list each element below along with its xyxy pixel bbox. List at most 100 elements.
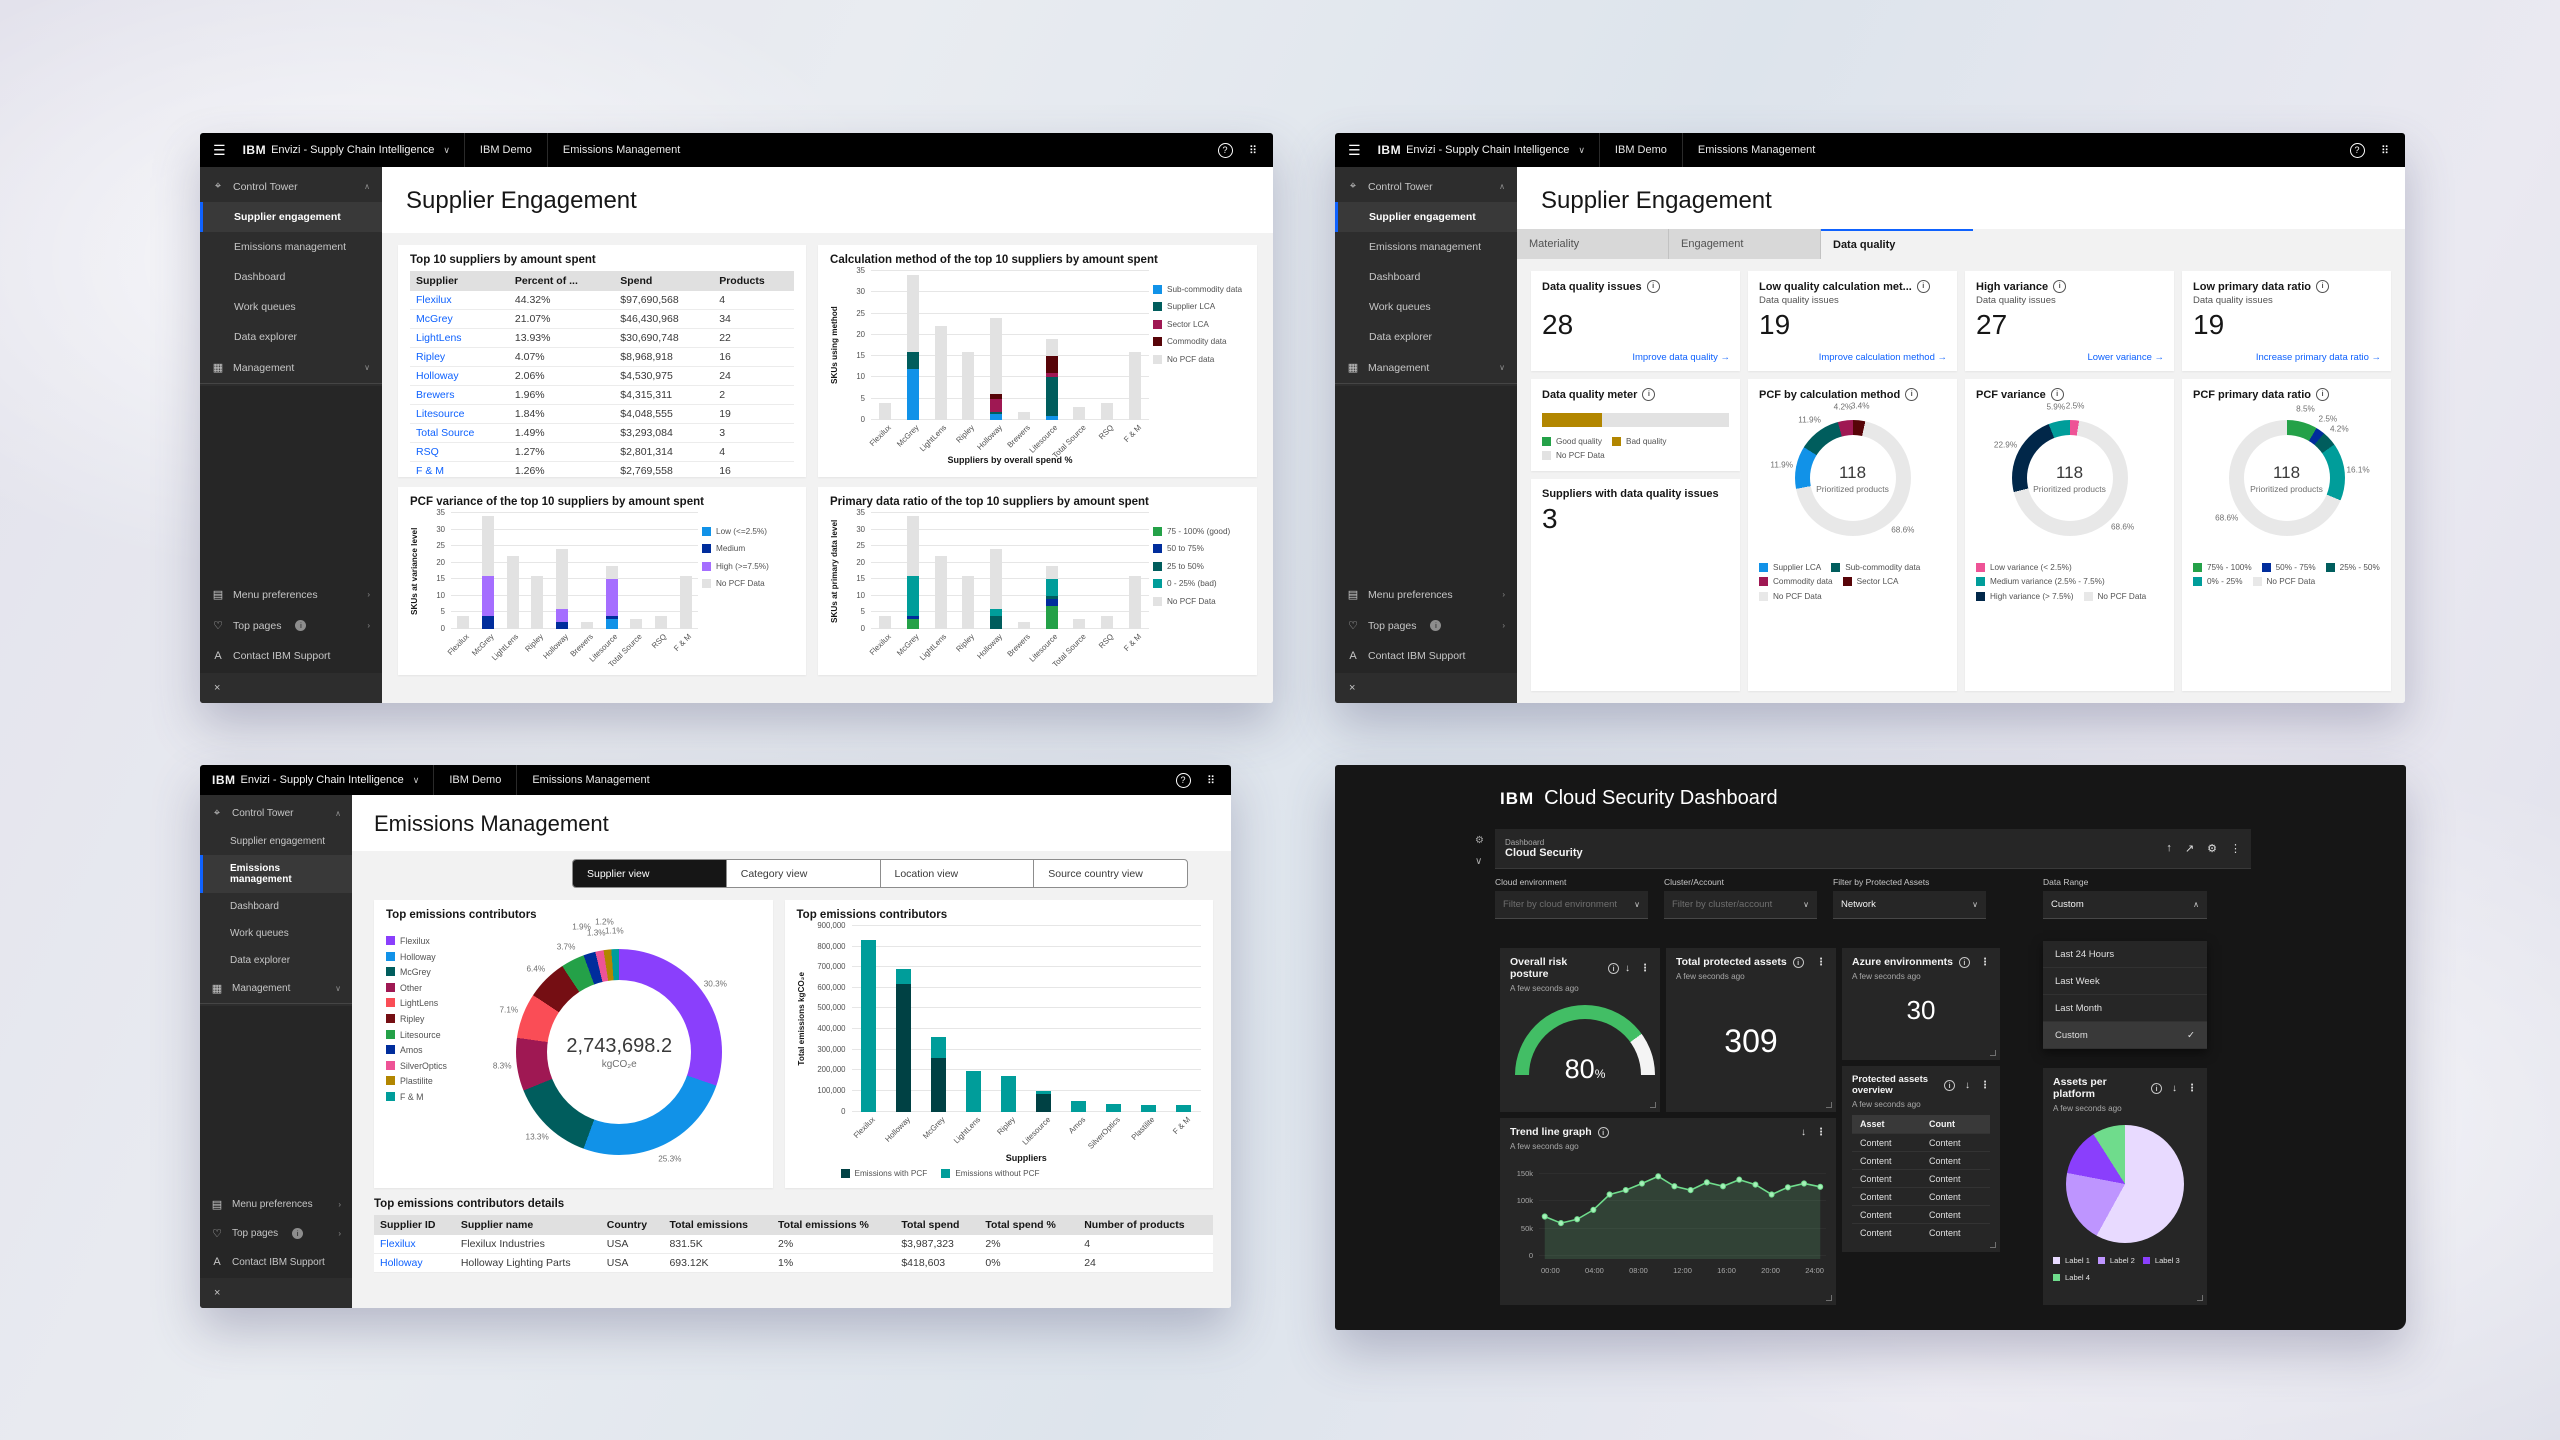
sidebar-item-work-queues[interactable]: Work queues <box>1369 301 1431 313</box>
cluster-account-select[interactable]: Filter by cluster/account ∨ <box>1664 891 1817 919</box>
sidebar-item-menu-preferences[interactable]: ▤ Menu preferences › <box>212 588 370 602</box>
help-icon[interactable]: ? <box>2345 138 2369 162</box>
info-icon[interactable]: i <box>1905 388 1919 401</box>
sidebar-item-emissions-management[interactable]: Emissions management <box>200 855 352 893</box>
cell-link[interactable]: McGrey <box>410 309 509 329</box>
column-header[interactable]: Total spend % <box>979 1215 1079 1235</box>
menu-icon[interactable]: ☰ <box>213 141 226 158</box>
cell-link[interactable]: Brewers <box>410 385 509 405</box>
cell-link[interactable]: Flexilux <box>374 1235 455 1254</box>
help-icon[interactable]: ? <box>1171 768 1195 792</box>
lower-variance-link[interactable]: Lower variance → <box>2087 352 2164 363</box>
cell-link[interactable]: Total Source <box>410 423 509 443</box>
sidebar-item-work-queues[interactable]: Work queues <box>230 928 289 939</box>
menu-item-custom[interactable]: Custom ✓ <box>2043 1022 2207 1049</box>
sidebar-collapse-button[interactable]: × <box>1335 673 1517 703</box>
product-switcher[interactable]: IBM Envizi - Supply Chain Intelligence ∨ <box>239 133 464 167</box>
overflow-menu-icon[interactable]: ⋮ <box>1980 1079 1990 1091</box>
sidebar-item-control-tower[interactable]: ⌖ Control Tower ∧ <box>200 799 352 828</box>
sidebar-item-control-tower[interactable]: ⌖ Control Tower ∧ <box>1335 171 1517 202</box>
share-icon[interactable]: ↑ <box>2166 842 2172 854</box>
settings-icon[interactable]: ⚙ <box>2207 843 2217 855</box>
sidebar-item-menu-preferences[interactable]: ▤ Menu preferences › <box>211 1199 341 1211</box>
app-switcher-icon[interactable]: ⠿ <box>2380 144 2390 157</box>
info-icon[interactable]: i <box>2050 388 2064 401</box>
cell-link[interactable]: Flexilux <box>410 291 509 310</box>
filter-icon[interactable]: ∨ <box>1475 856 1483 867</box>
column-header[interactable]: Spend <box>614 271 714 291</box>
increase-primary-data-ratio-link[interactable]: Increase primary data ratio → <box>2255 352 2381 363</box>
sidebar-item-emissions-management[interactable]: Emissions management <box>234 241 347 253</box>
cell-link[interactable]: RSQ <box>410 442 509 462</box>
topbar-item-ibm-demo[interactable]: IBM Demo <box>1598 133 1682 167</box>
menu-icon[interactable]: ☰ <box>1348 141 1361 158</box>
overflow-menu-icon[interactable]: ⋮ <box>1980 956 1990 968</box>
sidebar-item-dashboard[interactable]: Dashboard <box>230 901 279 912</box>
sidebar-item-top-pages[interactable]: ♡ Top pages i › <box>1348 619 1505 633</box>
info-icon[interactable]: i <box>2315 388 2329 401</box>
cell-link[interactable]: LightLens <box>410 328 509 348</box>
overflow-menu-icon[interactable]: ⋮ <box>1816 1126 1826 1138</box>
view-source-country[interactable]: Source country view <box>1033 860 1187 887</box>
overflow-menu-icon[interactable]: ⋮ <box>2230 843 2241 855</box>
download-icon[interactable]: ↓ <box>1801 1126 1806 1138</box>
column-header[interactable]: Asset <box>1852 1115 1921 1134</box>
sidebar-item-contact-ibm-support[interactable]: A Contact IBM Support <box>200 1248 352 1276</box>
cell-link[interactable]: Holloway <box>374 1253 455 1273</box>
sidebar-item-management[interactable]: ▦ Management ∨ <box>1335 352 1517 384</box>
sidebar-item-dashboard[interactable]: Dashboard <box>1369 271 1421 283</box>
overflow-menu-icon[interactable]: ⋮ <box>1640 962 1650 974</box>
column-header[interactable]: Count <box>1921 1115 1990 1134</box>
view-category[interactable]: Category view <box>725 860 880 887</box>
overflow-menu-icon[interactable]: ⋮ <box>1816 956 1826 968</box>
column-header[interactable]: Number of products <box>1078 1215 1213 1235</box>
column-header[interactable]: Percent of ... <box>508 271 615 291</box>
sidebar-item-top-pages[interactable]: ♡ Top pages i › <box>213 619 370 633</box>
download-icon[interactable]: ↓ <box>2172 1082 2177 1094</box>
download-icon[interactable]: ↓ <box>1625 962 1630 974</box>
sidebar-item-top-pages[interactable]: ♡ Top pages i › <box>212 1228 341 1240</box>
tab-data-quality[interactable]: Data quality <box>1821 229 1973 259</box>
sidebar-item-supplier-engagement[interactable]: Supplier engagement <box>1335 202 1517 232</box>
menu-item-last-month[interactable]: Last Month <box>2043 995 2207 1022</box>
launch-icon[interactable]: ↗ <box>2184 843 2195 855</box>
menu-item-last-week[interactable]: Last Week <box>2043 968 2207 995</box>
sidebar-item-data-explorer[interactable]: Data explorer <box>234 331 298 343</box>
help-icon[interactable]: ? <box>1213 138 1237 162</box>
column-header[interactable]: Supplier <box>410 271 509 291</box>
sidebar-item-contact-ibm-support[interactable]: A Contact IBM Support <box>1335 641 1517 671</box>
info-icon[interactable]: i <box>1642 388 1656 401</box>
view-location[interactable]: Location view <box>879 860 1034 887</box>
sidebar-item-data-explorer[interactable]: Data explorer <box>1369 331 1433 343</box>
column-header[interactable]: Supplier name <box>454 1215 601 1235</box>
sidebar-item-control-tower[interactable]: ⌖ Control Tower ∧ <box>200 171 382 202</box>
cell-link[interactable]: F & M <box>410 461 509 477</box>
sidebar-item-dashboard[interactable]: Dashboard <box>234 271 286 283</box>
info-icon[interactable]: i <box>1608 962 1619 974</box>
download-icon[interactable]: ↓ <box>1965 1079 1970 1091</box>
cell-link[interactable]: Ripley <box>410 347 509 367</box>
info-icon[interactable]: i <box>2053 280 2067 293</box>
topbar-item-emissions-management[interactable]: Emissions Management <box>1681 133 1830 167</box>
product-switcher[interactable]: IBM Envizi - Supply Chain Intelligence ∨ <box>1374 133 1599 167</box>
topbar-item-ibm-demo[interactable]: IBM Demo <box>433 765 516 795</box>
app-switcher-icon[interactable]: ⠿ <box>1248 144 1258 157</box>
sidebar-item-contact-ibm-support[interactable]: A Contact IBM Support <box>200 641 382 671</box>
info-icon[interactable]: i <box>2151 1082 2162 1094</box>
sidebar-item-management[interactable]: ▦ Management ∨ <box>200 974 352 1004</box>
improve-data-quality-link[interactable]: Improve data quality → <box>1632 352 1730 363</box>
info-icon[interactable]: i <box>1792 956 1804 968</box>
sidebar-collapse-button[interactable]: × <box>200 1278 352 1308</box>
sidebar-item-management[interactable]: ▦ Management ∨ <box>200 352 382 384</box>
column-header[interactable]: Products <box>713 271 795 291</box>
info-icon[interactable]: i <box>2315 280 2329 293</box>
topbar-item-emissions-management[interactable]: Emissions Management <box>516 765 664 795</box>
data-range-select[interactable]: Custom ∧ <box>2043 891 2207 919</box>
sidebar-collapse-button[interactable]: × <box>200 673 382 703</box>
info-icon[interactable]: i <box>1597 1126 1609 1138</box>
info-icon[interactable]: i <box>1944 1079 1955 1091</box>
info-icon[interactable]: i <box>1958 956 1970 968</box>
column-header[interactable]: Total spend <box>895 1215 980 1235</box>
sidebar-item-work-queues[interactable]: Work queues <box>234 301 296 313</box>
menu-item-last-24-hours[interactable]: Last 24 Hours <box>2043 941 2207 968</box>
